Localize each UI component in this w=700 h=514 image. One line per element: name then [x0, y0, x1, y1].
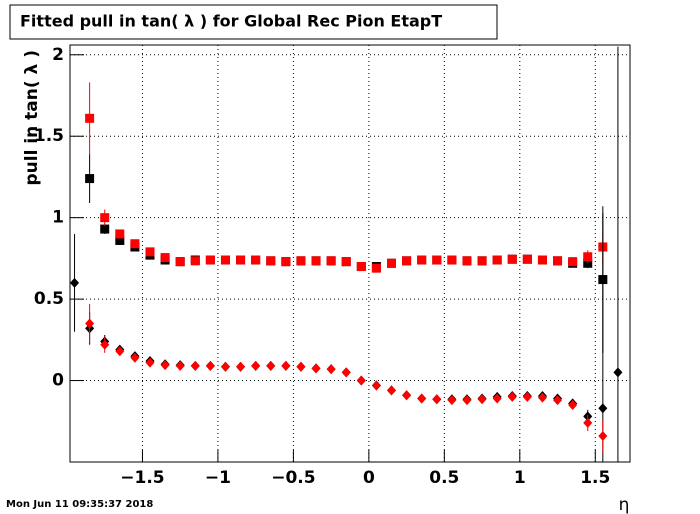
marker: [281, 360, 291, 371]
marker: [115, 235, 125, 245]
x-tick-label: 1.5: [580, 468, 610, 488]
marker: [130, 352, 140, 363]
x-tick-label: 0.5: [429, 468, 459, 488]
marker: [341, 367, 351, 378]
marker: [145, 247, 155, 257]
marker: [100, 213, 110, 223]
marker: [568, 399, 578, 410]
marker: [477, 394, 487, 405]
marker: [175, 360, 185, 371]
marker: [160, 360, 170, 371]
x-axis-label: η: [619, 495, 630, 514]
marker: [598, 430, 608, 441]
marker: [417, 393, 427, 404]
marker: [492, 255, 502, 265]
marker: [522, 254, 532, 264]
marker: [371, 380, 381, 391]
marker: [447, 395, 457, 406]
marker: [537, 255, 547, 265]
marker: [130, 239, 140, 249]
marker: [85, 113, 95, 123]
marker: [70, 277, 80, 288]
y-tick-label: 1.5: [34, 126, 64, 146]
plot-frame: [69, 44, 631, 463]
marker: [145, 357, 155, 368]
marker: [402, 390, 412, 401]
marker: [402, 256, 412, 266]
marker: [266, 360, 276, 371]
marker: [160, 253, 170, 263]
marker: [417, 255, 427, 265]
marker: [492, 393, 502, 404]
marker: [356, 262, 366, 272]
marker: [205, 360, 215, 371]
marker: [462, 395, 472, 406]
marker: [568, 257, 578, 267]
marker: [507, 254, 517, 264]
marker: [583, 252, 593, 262]
marker: [326, 364, 336, 375]
marker: [236, 361, 246, 372]
y-tick-label: 1: [52, 208, 64, 228]
marker: [432, 394, 442, 405]
y-tick-label: 0.5: [34, 289, 64, 309]
marker: [205, 255, 215, 265]
marker: [553, 395, 563, 406]
x-tick-label: 1: [514, 468, 526, 488]
marker: [387, 385, 397, 396]
marker: [251, 255, 261, 265]
marker: [100, 339, 110, 350]
marker: [296, 361, 306, 372]
marker: [100, 224, 110, 234]
marker: [220, 255, 230, 265]
marker: [341, 257, 351, 267]
marker: [311, 363, 321, 374]
y-axis-label: pull in tan( λ ): [22, 50, 42, 186]
marker: [311, 256, 321, 266]
marker: [598, 403, 608, 414]
marker: [236, 255, 246, 265]
marker: [326, 256, 336, 266]
title-box: [9, 4, 498, 40]
marker: [296, 256, 306, 266]
timestamp: Mon Jun 11 09:35:37 2018: [6, 499, 153, 510]
marker: [85, 174, 95, 184]
marker: [85, 318, 95, 329]
marker: [371, 263, 381, 273]
marker: [432, 255, 442, 265]
marker: [190, 256, 200, 266]
marker: [583, 417, 593, 428]
y-tick-label: 2: [52, 45, 64, 65]
marker: [175, 257, 185, 267]
marker: [477, 256, 487, 266]
x-tick-label: −0.5: [271, 468, 315, 488]
marker: [190, 360, 200, 371]
marker: [356, 375, 366, 386]
marker: [447, 255, 457, 265]
marker: [281, 257, 291, 267]
marker: [115, 346, 125, 357]
marker: [522, 391, 532, 402]
x-tick-label: −1.5: [120, 468, 164, 488]
marker: [115, 229, 125, 239]
marker: [553, 256, 563, 266]
y-tick-label: 0: [52, 371, 64, 391]
marker: [251, 360, 261, 371]
marker: [220, 361, 230, 372]
x-tick-label: 0: [363, 468, 375, 488]
marker: [507, 391, 517, 402]
marker: [387, 258, 397, 268]
marker: [462, 256, 472, 266]
marker: [613, 367, 623, 378]
chart-title: Fitted pull in tan( λ ) for Global Rec P…: [20, 12, 442, 31]
marker: [537, 392, 547, 403]
marker: [266, 256, 276, 266]
x-tick-label: −1: [205, 468, 231, 488]
